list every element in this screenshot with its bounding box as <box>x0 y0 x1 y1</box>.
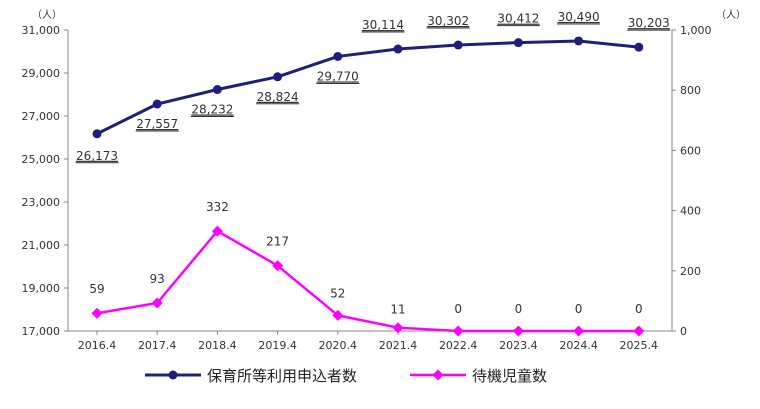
left-tick-label: 29,000 <box>22 67 61 80</box>
waiting-data-label: 11 <box>390 303 405 317</box>
waiting-data-label: 52 <box>330 286 345 300</box>
waiting-point <box>211 225 223 237</box>
left-tick-label: 17,000 <box>22 325 61 338</box>
applicants-point <box>92 129 102 139</box>
waiting-point <box>151 297 163 309</box>
waiting-point <box>512 325 524 337</box>
left-tick-label: 21,000 <box>22 239 61 252</box>
x-tick-label: 2019.4 <box>258 339 297 352</box>
x-tick-label: 2024.4 <box>559 339 598 352</box>
waiting-point <box>392 322 404 334</box>
left-axis-unit: （人） <box>32 9 62 21</box>
applicants-data-label: 28,232 <box>191 103 233 117</box>
x-tick-label: 2023.4 <box>499 339 538 352</box>
applicants-point <box>634 42 644 52</box>
x-tick-label: 2016.4 <box>78 339 117 352</box>
waiting-data-label: 332 <box>206 200 229 214</box>
legend-label-applicants: 保育所等利用申込者数 <box>207 367 357 385</box>
applicants-point <box>574 36 584 46</box>
applicants-data-label: 30,490 <box>558 10 600 24</box>
applicants-data-label: 30,114 <box>362 18 404 32</box>
applicants-point <box>453 40 463 50</box>
axes: 17,000 19,000 21,000 23,000 25,000 27,000 29,0… <box>22 9 747 352</box>
applicants-data-label: 27,557 <box>136 117 178 131</box>
waiting-data-label: 0 <box>454 302 462 316</box>
waiting-point <box>573 325 585 337</box>
applicants-data-label: 30,302 <box>427 14 469 28</box>
applicants-point <box>393 44 403 54</box>
waiting-data-label: 0 <box>635 302 643 316</box>
waiting-data-label: 93 <box>150 272 165 286</box>
right-axis-unit: （人） <box>716 9 746 21</box>
applicants-point <box>273 72 283 82</box>
series-line-waiting <box>96 229 639 333</box>
series-markers <box>91 36 645 337</box>
series-lines <box>96 39 639 333</box>
waiting-data-label: 0 <box>575 302 583 316</box>
waiting-data-label: 0 <box>515 302 523 316</box>
waiting-point <box>633 325 645 337</box>
right-tick-label: 800 <box>680 84 701 97</box>
right-tick-label: 600 <box>680 144 701 157</box>
applicants-point <box>212 85 222 95</box>
left-tick-label: 27,000 <box>22 110 61 123</box>
legend: 保育所等利用申込者数 待機児童数 <box>145 367 547 385</box>
data-labels: 26,173 27,557 28,232 28,824 29,770 30,114 30,3… <box>75 10 671 317</box>
waiting-data-label: 217 <box>266 235 289 249</box>
waiting-point <box>452 325 464 337</box>
x-tick-label: 2017.4 <box>138 339 177 352</box>
right-tick-label: 400 <box>680 205 701 218</box>
x-tick-label: 2025.4 <box>620 339 659 352</box>
x-tick-label: 2022.4 <box>439 339 478 352</box>
left-tick-label: 31,000 <box>22 24 61 37</box>
waiting-data-label: 59 <box>89 282 104 296</box>
left-tick-label: 23,000 <box>22 196 61 209</box>
applicants-point <box>152 99 162 109</box>
right-tick-label: 1,000 <box>680 24 712 37</box>
waiting-point <box>332 309 344 321</box>
applicants-data-label: 30,412 <box>497 12 539 26</box>
applicants-point <box>513 38 523 48</box>
x-tick-label: 2021.4 <box>379 339 418 352</box>
left-tick-label: 19,000 <box>22 282 61 295</box>
legend-marker-waiting <box>432 369 444 381</box>
series-line-applicants <box>96 39 639 136</box>
applicants-data-label: 26,173 <box>76 149 118 163</box>
applicants-point <box>333 51 343 61</box>
applicants-data-label: 29,770 <box>317 69 359 83</box>
legend-label-waiting: 待機児童数 <box>472 367 547 385</box>
legend-marker-applicants <box>168 370 178 380</box>
waiting-point <box>91 307 103 319</box>
right-tick-label: 200 <box>680 265 701 278</box>
applicants-data-label: 30,203 <box>628 16 670 30</box>
applicants-data-label: 28,824 <box>257 90 299 104</box>
right-tick-label: 0 <box>680 325 687 338</box>
x-tick-label: 2020.4 <box>319 339 358 352</box>
waiting-point <box>272 260 284 272</box>
left-tick-label: 25,000 <box>22 153 61 166</box>
x-tick-label: 2018.4 <box>198 339 237 352</box>
